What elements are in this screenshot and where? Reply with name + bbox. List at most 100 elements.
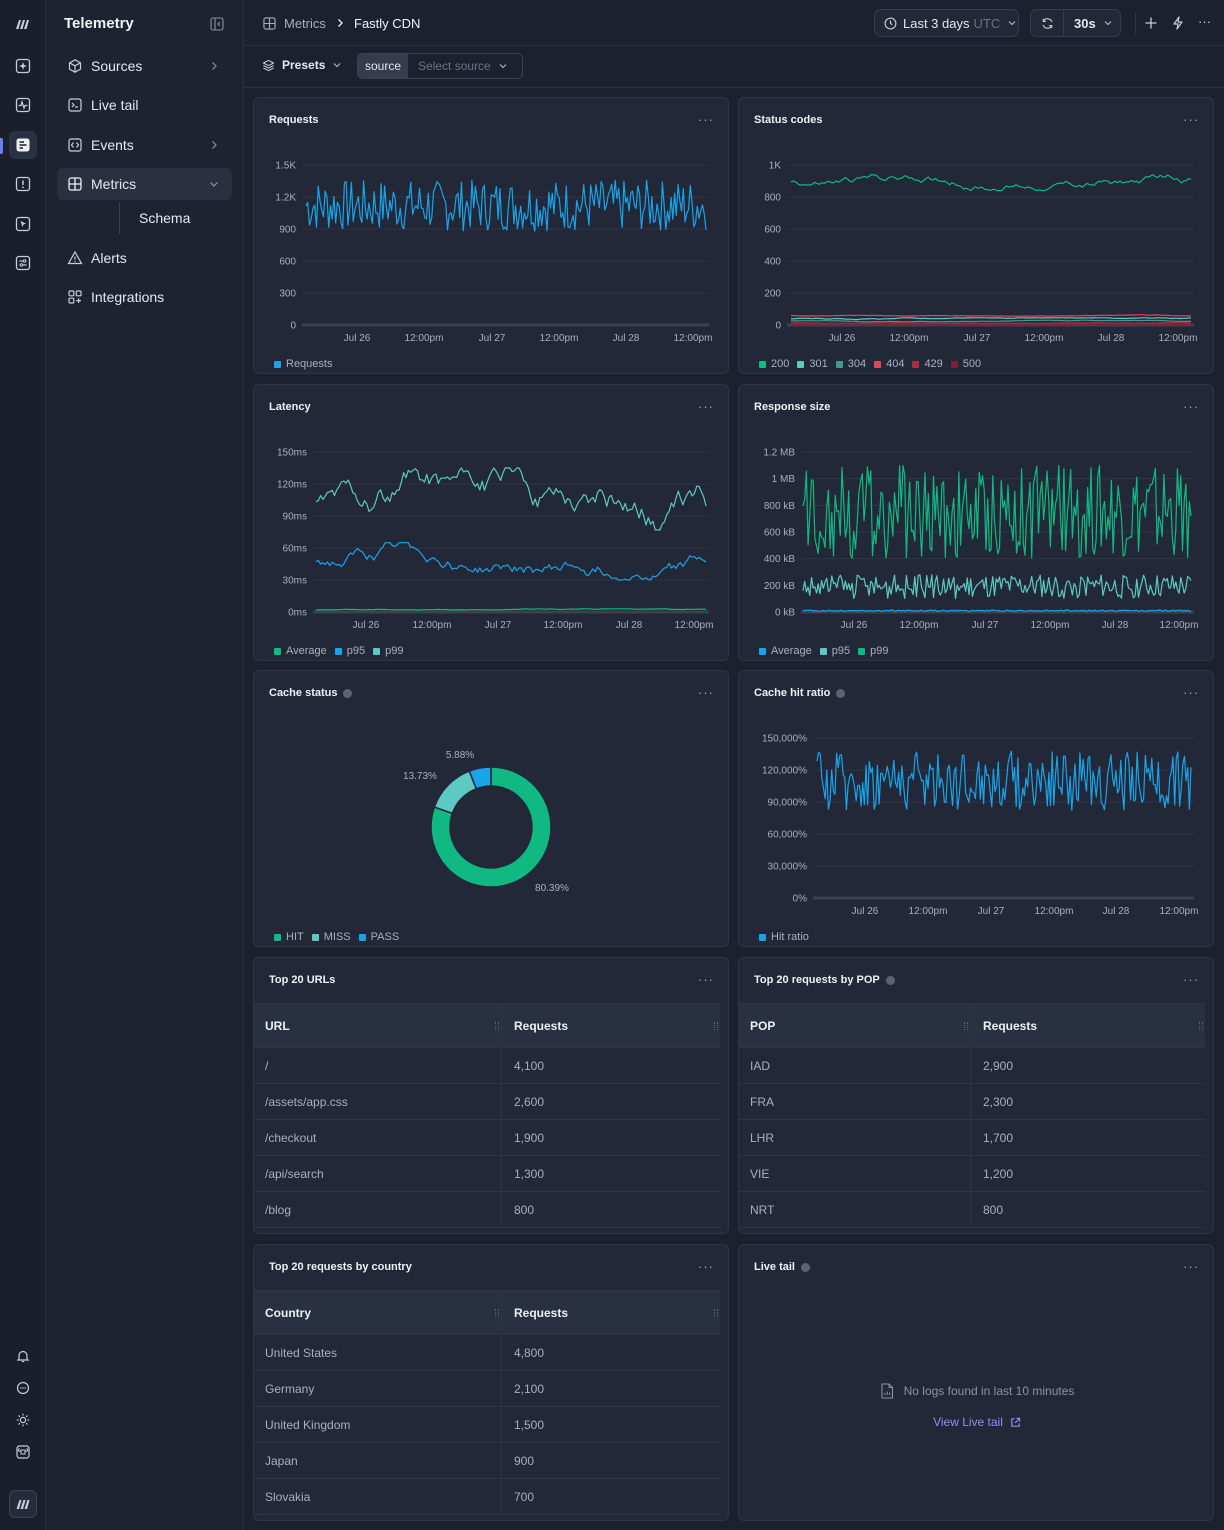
more-options-button[interactable]: ··· [1198, 14, 1211, 29]
legend-item[interactable]: 304 [835, 358, 866, 370]
info-icon[interactable] [885, 975, 895, 985]
table-row[interactable]: VIE 1,200 [739, 1156, 1205, 1192]
table-row[interactable]: /api/search 1,300 [254, 1156, 720, 1192]
pie-slice-miss[interactable] [433, 770, 478, 815]
series-line-200[interactable] [790, 173, 1192, 192]
table-row[interactable]: Slovakia 700 [254, 1479, 720, 1515]
workspace-avatar[interactable] [9, 1490, 37, 1518]
panel-menu-button[interactable]: ··· [1183, 112, 1199, 127]
legend-item[interactable]: 200 [759, 358, 789, 370]
panel-menu-button[interactable]: ··· [698, 1259, 714, 1274]
series-line-average[interactable] [802, 609, 1192, 612]
logs-icon[interactable] [9, 131, 37, 159]
legend-item[interactable]: MISS [311, 931, 351, 943]
pie-slice-pass[interactable] [468, 766, 492, 790]
legend-item[interactable]: 301 [797, 358, 828, 370]
column-resize-handle[interactable] [495, 1309, 499, 1317]
refresh-button[interactable] [1031, 10, 1064, 36]
legend-item[interactable]: Average [759, 645, 812, 657]
sidebar-item-events[interactable]: Events [57, 129, 232, 161]
table-row[interactable]: LHR 1,700 [739, 1120, 1205, 1156]
table-row[interactable]: / 4,100 [254, 1048, 720, 1084]
legend-item[interactable]: HIT [274, 931, 304, 943]
table-row[interactable]: NRT 800 [739, 1192, 1205, 1228]
table-row[interactable]: IAD 2,900 [739, 1048, 1205, 1084]
legend-item[interactable]: 404 [874, 358, 904, 370]
cursor-icon[interactable] [9, 210, 37, 238]
series-line-hit-ratio[interactable] [816, 750, 1192, 811]
series-line-requests[interactable] [305, 179, 707, 232]
panel-menu-button[interactable]: ··· [1183, 685, 1199, 700]
panel-menu-button[interactable]: ··· [698, 972, 714, 987]
table-row[interactable]: Germany 2,100 [254, 1371, 720, 1407]
table-row[interactable]: /checkout 1,900 [254, 1120, 720, 1156]
plus-icon[interactable] [1144, 16, 1158, 30]
sidebar-item-sources[interactable]: Sources [57, 50, 232, 82]
column-resize-handle[interactable] [964, 1022, 968, 1030]
chat-icon[interactable] [9, 1374, 37, 1402]
series-line-p95[interactable] [802, 574, 1192, 600]
table-row[interactable]: United Kingdom 1,500 [254, 1407, 720, 1443]
series-line-p99[interactable] [315, 467, 707, 531]
column-resize-handle[interactable] [1199, 1022, 1203, 1030]
table-row[interactable]: United States 4,800 [254, 1335, 720, 1371]
sidebar-collapse-icon[interactable] [210, 17, 224, 31]
series-line-304[interactable] [791, 319, 1192, 323]
series-line-404[interactable] [791, 314, 1191, 317]
activity-icon[interactable] [9, 91, 37, 119]
sidebar-item-live-tail[interactable]: Live tail [57, 89, 232, 121]
info-icon[interactable] [343, 688, 353, 698]
table-row[interactable]: /blog 800 [254, 1192, 720, 1228]
column-header-requests[interactable]: Requests [971, 1004, 1205, 1047]
sidebar-item-metrics[interactable]: Metrics [57, 168, 232, 200]
ai-sparkle-icon[interactable] [9, 52, 37, 80]
table-row[interactable]: Japan 900 [254, 1443, 720, 1479]
series-line-429[interactable] [791, 322, 1192, 324]
legend-item[interactable]: 429 [912, 358, 943, 370]
series-line-301[interactable] [791, 317, 1192, 321]
column-header-requests[interactable]: Requests [502, 1004, 720, 1047]
logo-icon[interactable] [9, 10, 37, 38]
view-live-tail-link[interactable]: View Live tail [739, 1415, 1213, 1429]
legend-item[interactable]: p95 [334, 645, 365, 657]
sidebar-item-alerts[interactable]: Alerts [57, 242, 232, 274]
pie-slice-hit[interactable] [430, 766, 552, 888]
column-resize-handle[interactable] [714, 1309, 718, 1317]
sun-icon[interactable] [9, 1406, 37, 1434]
lightning-icon[interactable] [1171, 16, 1185, 30]
table-row[interactable]: FRA 2,300 [739, 1084, 1205, 1120]
sidebar-item-integrations[interactable]: Integrations [57, 281, 232, 313]
panel-menu-button[interactable]: ··· [1183, 1259, 1199, 1274]
breadcrumb-parent[interactable]: Metrics [284, 16, 326, 31]
panel-menu-button[interactable]: ··· [698, 399, 714, 414]
info-icon[interactable] [800, 1262, 810, 1272]
refresh-interval-select[interactable]: 30s [1064, 16, 1120, 31]
info-icon[interactable] [836, 688, 846, 698]
panel-menu-button[interactable]: ··· [698, 685, 714, 700]
legend-item[interactable]: p95 [819, 645, 850, 657]
legend-item[interactable]: p99 [373, 645, 404, 657]
panel-menu-button[interactable]: ··· [1183, 972, 1199, 987]
legend-item[interactable]: 500 [950, 358, 981, 370]
legend-item[interactable]: Hit ratio [759, 931, 809, 943]
legend-item[interactable]: Average [274, 645, 327, 657]
panel-menu-button[interactable]: ··· [698, 112, 714, 127]
presets-dropdown[interactable]: Presets [262, 58, 342, 72]
series-line-p99[interactable] [802, 464, 1192, 559]
column-header-country[interactable]: Country [254, 1291, 502, 1334]
settings-panel-icon[interactable] [9, 249, 37, 277]
legend-item[interactable]: PASS [358, 931, 399, 943]
legend-item[interactable]: Requests [274, 358, 332, 370]
column-resize-handle[interactable] [714, 1022, 718, 1030]
series-line-average[interactable] [315, 608, 707, 611]
sidebar-subitem-schema[interactable]: Schema [139, 210, 191, 226]
incident-icon[interactable] [9, 170, 37, 198]
column-header-url[interactable]: URL [254, 1004, 502, 1047]
command-icon[interactable] [9, 1438, 37, 1466]
column-header-requests[interactable]: Requests [502, 1291, 720, 1334]
time-range-picker[interactable]: Last 3 days UTC [874, 9, 1019, 37]
source-select[interactable]: Select source [408, 59, 522, 73]
series-line-p95[interactable] [315, 542, 707, 581]
table-row[interactable]: /assets/app.css 2,600 [254, 1084, 720, 1120]
bell-icon[interactable] [9, 1342, 37, 1370]
